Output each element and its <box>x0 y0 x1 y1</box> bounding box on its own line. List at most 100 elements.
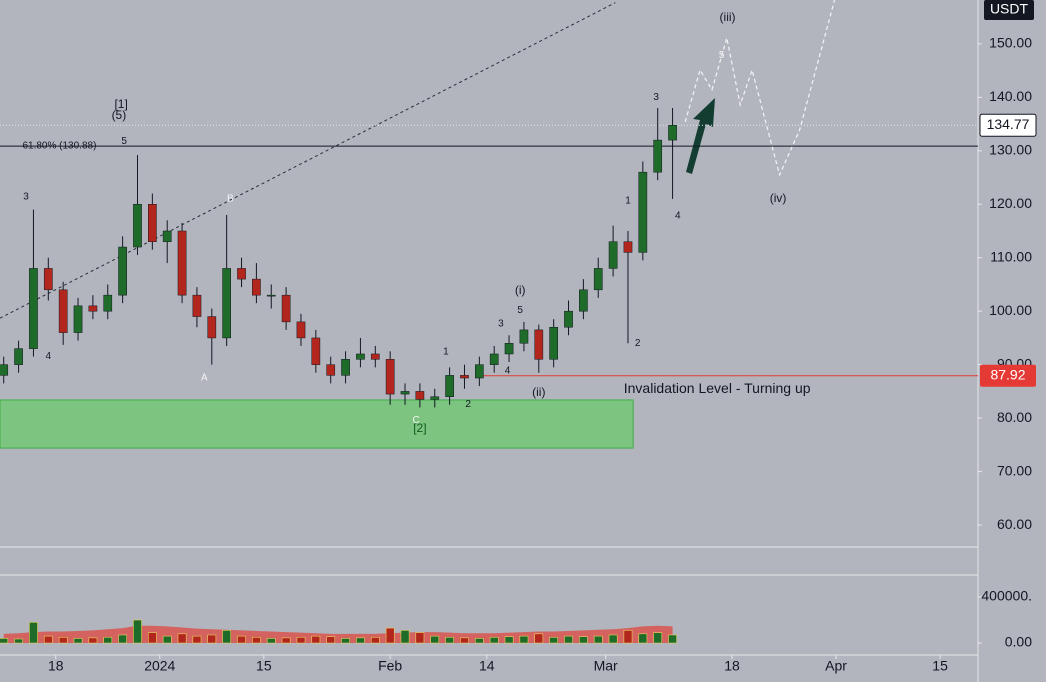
candle-body <box>653 139 663 173</box>
volume-bar <box>133 619 142 644</box>
volume-bar <box>207 634 217 644</box>
y-tick-label: 80.00 <box>997 409 1032 425</box>
y2-tick-label: 0.00 <box>1005 634 1032 650</box>
x-tick-label: 14 <box>479 658 495 674</box>
candle-body <box>222 268 232 339</box>
trendline <box>0 2 616 319</box>
volume-bar <box>370 636 380 644</box>
candle-body <box>519 329 529 344</box>
wave-label: 3 <box>498 319 504 330</box>
volume-bar <box>88 637 98 644</box>
x-tick-label: Mar <box>594 658 618 674</box>
candle-body <box>638 171 648 253</box>
candle-body <box>0 364 9 376</box>
candle-body <box>58 289 68 333</box>
wave-label: A <box>201 373 208 384</box>
wave-label: 1 <box>625 196 631 207</box>
target-zone <box>0 399 634 449</box>
x-tick-label: 2024 <box>144 658 175 674</box>
y-tick-label: 70.00 <box>997 462 1032 478</box>
volume-bar <box>445 636 454 644</box>
volume-bar <box>237 635 246 644</box>
y-tick-label: 110.00 <box>990 248 1032 264</box>
candle-body <box>311 337 321 365</box>
volume-bar <box>474 638 484 644</box>
wave-label: 4 <box>675 211 681 222</box>
y-tick-label: 60.00 <box>997 516 1032 532</box>
wave-label: 2 <box>465 399 471 410</box>
wave-label: (iv) <box>770 191 787 205</box>
volume-bar <box>519 635 529 644</box>
wave-label: 5 <box>517 305 523 316</box>
candle-body <box>252 278 261 296</box>
wave-label: 3 <box>23 191 29 202</box>
candle-body <box>133 204 142 248</box>
direction-arrow <box>686 98 715 174</box>
volume-bar <box>638 633 648 644</box>
candle-body <box>430 396 440 400</box>
volume-bar <box>177 633 187 644</box>
volume-bar <box>341 638 350 644</box>
volume-bar <box>400 630 410 644</box>
candle-body <box>192 294 202 317</box>
wave-label: 3 <box>653 92 659 103</box>
wave-label: (ii) <box>532 385 545 399</box>
volume-bar <box>311 635 321 644</box>
x-tick-label: Feb <box>378 658 402 674</box>
last-price-label: 134.77 <box>987 116 1030 132</box>
currency: USDT <box>990 1 1029 17</box>
candle-body <box>73 305 83 333</box>
y-tick-label: 150.00 <box>989 35 1032 51</box>
x-tick-label: 15 <box>256 658 272 674</box>
candle-body <box>118 246 127 296</box>
candle-body <box>385 359 395 395</box>
candle-body <box>326 364 336 376</box>
x-tick-label: Apr <box>825 658 847 674</box>
wave-label: Invalidation Level - Turning up <box>624 380 811 396</box>
volume-bar <box>564 635 573 644</box>
projection-path <box>684 0 836 177</box>
candle-body <box>564 310 573 328</box>
wave-label: 4 <box>505 366 511 377</box>
volume-bar <box>43 635 53 644</box>
volume-bar <box>653 632 663 644</box>
volume-bar <box>29 622 38 644</box>
candle-body <box>534 329 544 360</box>
candle-body <box>370 353 380 360</box>
wave-label: [1] <box>114 97 127 111</box>
wave-label: [2] <box>413 421 426 435</box>
candle-body <box>400 391 410 395</box>
invalidation-box <box>980 364 1036 387</box>
y-tick-label: 120.00 <box>989 195 1032 211</box>
candle-body <box>623 241 633 253</box>
volume-bar <box>549 636 559 644</box>
wave-label: 5 <box>121 136 127 147</box>
candle-body <box>162 230 172 242</box>
y-tick-label: 130.00 <box>989 141 1032 157</box>
volume-bar <box>296 636 306 644</box>
candle-body <box>177 230 187 296</box>
candle-body <box>43 268 53 291</box>
volume-bar <box>415 632 425 644</box>
wave-label: B <box>227 194 234 205</box>
volume-bar <box>281 637 291 644</box>
x-tick-label: 18 <box>724 658 740 674</box>
candle-body <box>489 353 499 365</box>
volume-bar <box>623 630 633 644</box>
volume-bar <box>192 635 202 644</box>
wave-label: (iii) <box>720 10 736 24</box>
candle-body <box>14 348 23 365</box>
volume-bar <box>73 638 83 644</box>
candle-body <box>460 375 469 379</box>
wave-label: 4 <box>46 351 52 362</box>
wave-label: 61.80% (130.88) <box>22 141 96 152</box>
volume-bar <box>252 636 261 644</box>
candle-body <box>237 268 246 280</box>
wave-label: 5 <box>719 50 725 61</box>
wave-label: (i) <box>515 283 526 297</box>
candle-body <box>356 353 365 360</box>
volume-bar <box>266 638 276 644</box>
candle-body <box>266 294 276 297</box>
volume-bar <box>534 633 544 644</box>
volume-bar <box>103 636 113 644</box>
